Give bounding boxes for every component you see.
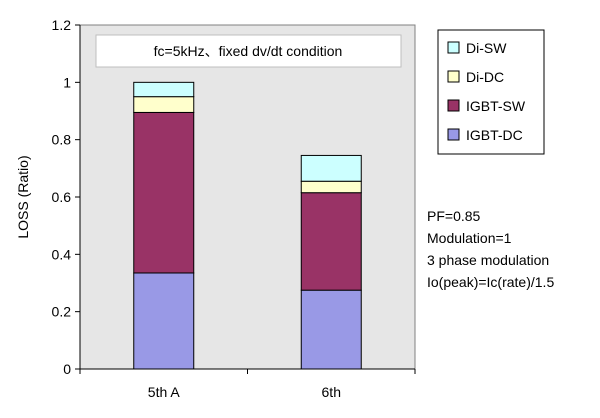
x-tick-label: 6th <box>322 384 341 400</box>
legend-items: Di-SW Di-DC IGBT-SW IGBT-DC <box>447 40 526 143</box>
bar-segment-di-sw <box>133 81 195 98</box>
bar-segment-igbt-sw <box>300 192 362 291</box>
plot-area <box>79 24 416 370</box>
y-tick-label: 0 <box>63 361 71 377</box>
bar-segment-igbt-sw <box>133 111 195 274</box>
y-tick-label: 1 <box>63 74 71 90</box>
note-line: PF=0.85 <box>427 208 481 224</box>
bar-segment-di-sw <box>300 154 362 182</box>
bar-segment-di-dc <box>133 96 195 113</box>
legend-label: Di-DC <box>466 69 504 85</box>
conditions-note: PF=0.85 Modulation=1 3 phase modulation … <box>427 205 554 293</box>
note-line: Io(peak)=Ic(rate)/1.5 <box>427 274 555 290</box>
legend-swatch <box>447 70 460 83</box>
legend-swatch <box>447 41 460 54</box>
y-tick-label: 0.8 <box>52 132 72 148</box>
annotation-box <box>95 34 402 68</box>
legend-swatch <box>447 128 460 141</box>
y-tick-label: 0.6 <box>52 189 72 205</box>
bars-group <box>133 81 362 370</box>
annotation-text: fc=5kHz、fixed dv/dt condition <box>154 43 343 59</box>
legend-label: IGBT-DC <box>466 127 523 143</box>
legend-label: IGBT-SW <box>466 98 526 114</box>
bar-segment-di-dc <box>300 180 362 194</box>
y-tick-label: 1.2 <box>52 17 72 33</box>
bar-segment-igbt-dc <box>300 289 362 370</box>
y-axis: 0 0.2 0.4 0.6 0.8 1 1.2 <box>52 17 81 377</box>
legend: Di-SW Di-DC IGBT-SW IGBT-DC <box>437 29 545 155</box>
note-line: Modulation=1 <box>427 230 512 246</box>
bar-segment-igbt-dc <box>133 272 195 370</box>
x-tick-label: 5th A <box>148 384 181 400</box>
y-axis-label: LOSS (Ratio) <box>15 155 31 238</box>
legend-label: Di-SW <box>466 40 507 56</box>
note-line: 3 phase modulation <box>427 252 550 268</box>
y-tick-label: 0.4 <box>52 246 72 262</box>
y-tick-label: 0.2 <box>52 304 72 320</box>
legend-swatch <box>447 99 460 112</box>
x-axis: 5th A 6th <box>79 368 416 400</box>
